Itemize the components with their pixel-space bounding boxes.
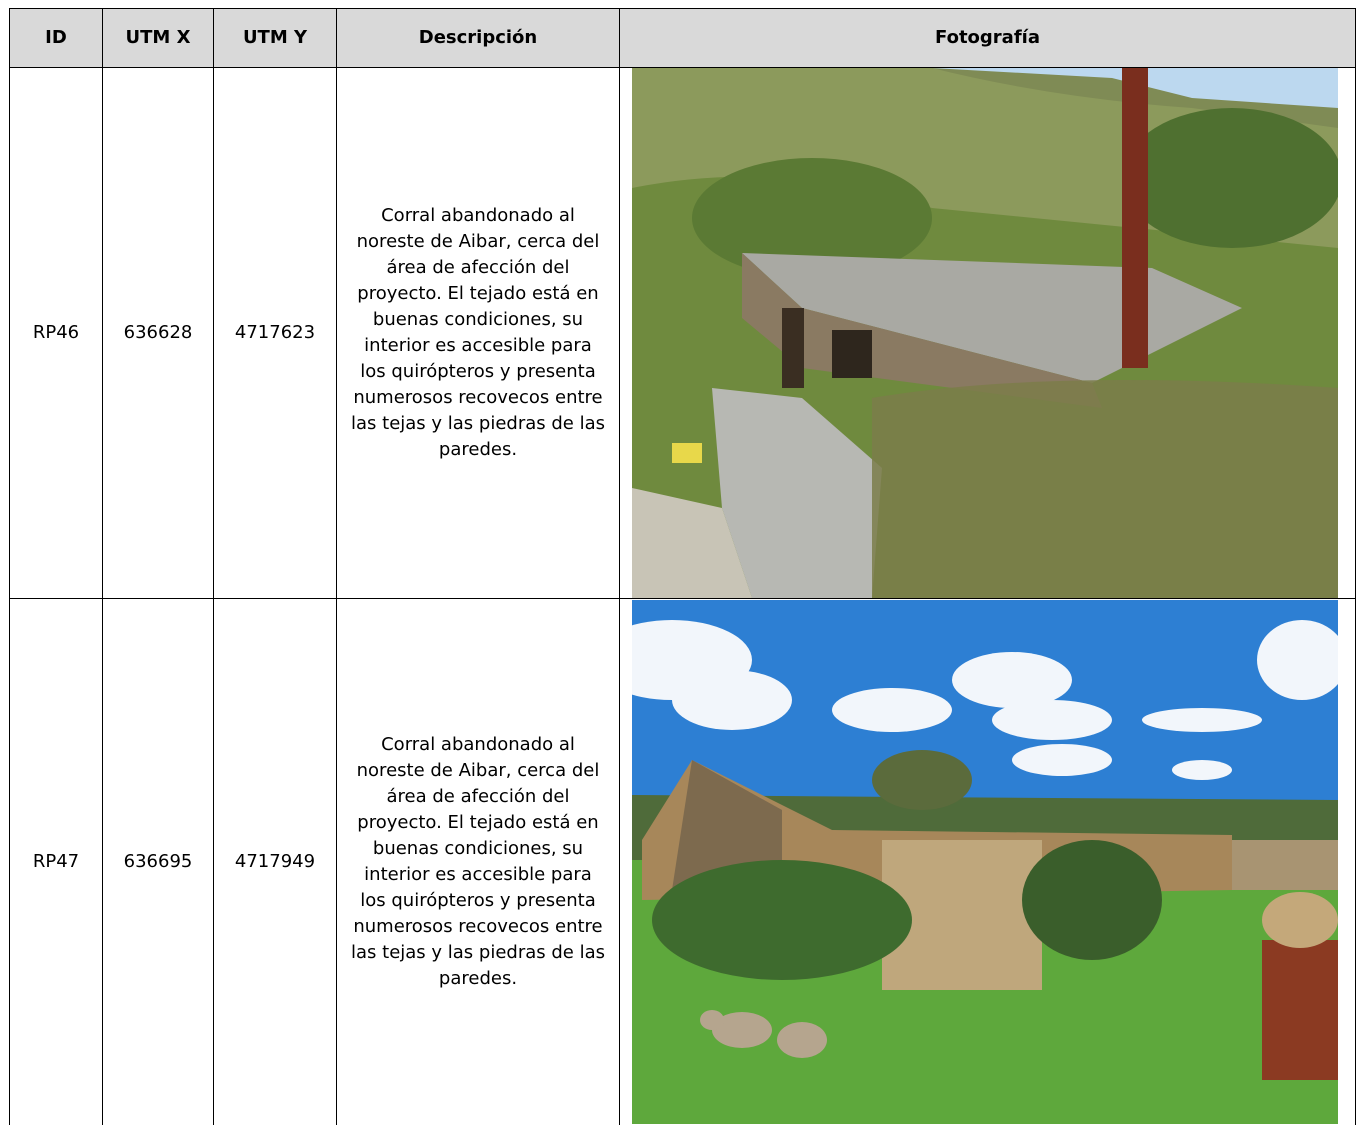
photo-cell (619, 67, 1356, 599)
utm-y-cell: 4717623 (213, 67, 337, 599)
header-cell: UTM Y (213, 8, 337, 68)
header-cell: UTM X (102, 8, 214, 68)
table-row: RP47 636695 4717949 Corral abandonado al… (9, 598, 1356, 1125)
header-cell: Fotografía (619, 8, 1356, 68)
photo-cell (619, 598, 1356, 1125)
header-row: ID UTM X UTM Y Descripción Fotografía (9, 8, 1356, 68)
utm-x-cell: 636695 (102, 598, 214, 1125)
header-cell: Descripción (336, 8, 620, 68)
id-cell: RP46 (9, 67, 103, 599)
header-cell: ID (9, 8, 103, 68)
utm-y-cell: 4717949 (213, 598, 337, 1125)
id-cell: RP47 (9, 598, 103, 1125)
description-cell: Corral abandonado al noreste de Aibar, c… (336, 67, 620, 599)
photo (632, 68, 1338, 598)
photo (632, 600, 1338, 1124)
utm-x-cell: 636628 (102, 67, 214, 599)
table-row: RP46 636628 4717623 Corral abandonado al… (9, 67, 1356, 599)
description-cell: Corral abandonado al noreste de Aibar, c… (336, 598, 620, 1125)
data-table: ID UTM X UTM Y Descripción Fotografía RP… (9, 8, 1356, 1125)
